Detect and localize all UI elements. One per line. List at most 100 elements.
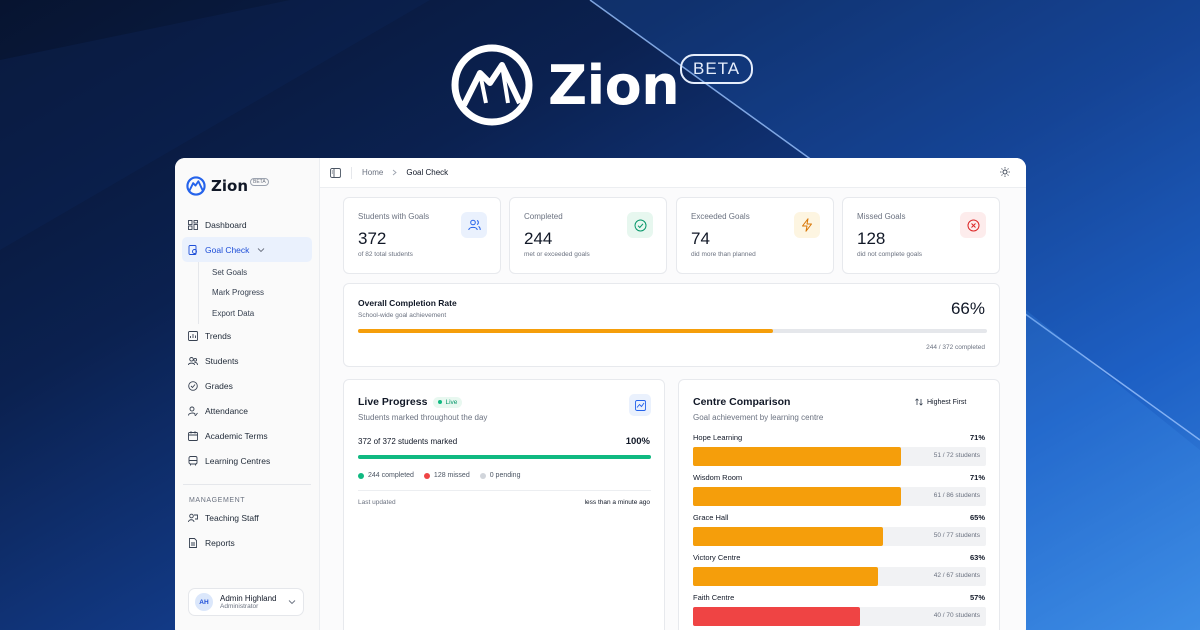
x-circle-icon [960,212,986,238]
sidebar-toggle-icon[interactable] [330,167,341,178]
live-subtitle: Students marked throughout the day [358,413,488,422]
centre-count: 50 / 77 students [933,532,980,539]
sort-icon [915,398,923,406]
live-divider [358,490,651,491]
sidebar-item-label: Dashboard [205,219,247,230]
theme-toggle-icon[interactable] [1000,167,1010,177]
stat-subtext: did not complete goals [857,251,923,258]
stat-value: 128 [857,229,886,248]
live-percent: 100% [625,436,650,447]
centre-progress-track: 42 / 67 students [693,567,986,586]
main-content: Home Goal Check Students with Goals 372 … [320,158,1026,630]
hero-brand: Zion BETA [450,42,754,128]
management-nav: Teaching Staff Reports [175,506,319,556]
sidebar-subitem-export-data[interactable]: Export Data [212,303,312,324]
hero-beta-badge: BETA [680,54,754,84]
live-legend: 244 completed 128 missed 0 pending [358,472,530,479]
sidebar-item-reports[interactable]: Reports [182,531,312,556]
sidebar-item-label: Academic Terms [205,431,268,441]
live-header: Live Progress Live [358,396,463,408]
sidebar-item-label: Attendance [205,406,249,416]
sidebar-section-label: MANAGEMENT [189,496,246,504]
sidebar-item-learning-centres[interactable]: Learning Centres [182,449,312,474]
sidebar-item-teaching-staff[interactable]: Teaching Staff [182,506,312,531]
stat-value: 372 [358,229,387,248]
sidebar-item-label: Students [205,356,239,366]
sidebar-item-grades[interactable]: Grades [182,374,312,399]
user-role: Administrator [220,603,259,610]
sidebar-item-trends[interactable]: Trends [182,324,312,349]
hero-title: Zion [548,53,680,117]
lightning-icon [794,212,820,238]
stat-value: 74 [691,229,710,248]
legend-dot-icon [423,472,430,479]
centre-name: Victory Centre [693,553,741,562]
overall-subtitle: School-wide goal achievement [358,312,447,319]
centre-count: 61 / 86 students [933,492,980,499]
stat-label: Missed Goals [857,212,906,221]
sidebar-item-label: Set Goals [212,267,248,277]
live-badge: Live [433,396,463,408]
overall-completion-card: Overall Completion Rate School-wide goal… [343,283,1000,367]
stat-card-missed-goals: Missed Goals 128 did not complete goals [842,197,1000,274]
check-circle-icon [627,212,653,238]
legend-missed: 128 missed [423,472,470,479]
sidebar-item-students[interactable]: Students [182,349,312,374]
legend-label: 0 pending [489,472,521,479]
topbar-divider [351,166,352,179]
sidebar-item-label: Grades [205,381,233,391]
sidebar-item-label: Goal Check [205,244,250,255]
activity-chart-icon[interactable] [629,394,651,416]
stat-label: Students with Goals [358,212,430,221]
dashboard-icon [188,219,198,230]
centre-name: Hope Learning [693,433,743,442]
legend-pending: 0 pending [479,472,521,479]
avatar: AH [195,593,213,611]
stat-card-exceeded-goals: Exceeded Goals 74 did more than planned [676,197,834,274]
sidebar-nav: Dashboard Goal Check Set Goals Mark Prog… [175,202,319,474]
sidebar-item-label: Teaching Staff [205,513,259,523]
centre-count: 51 / 72 students [933,452,980,459]
live-marked-label: 372 of 372 students marked [358,437,458,446]
stat-card-students-with-goals: Students with Goals 372 of 82 total stud… [343,197,501,274]
centre-name: Grace Hall [693,513,729,522]
chevron-right-icon [392,169,398,176]
teaching-staff-icon [188,513,198,523]
sidebar-subitem-set-goals[interactable]: Set Goals [212,262,312,283]
goal-check-icon [188,244,198,255]
centre-name: Faith Centre [693,593,735,602]
sidebar-brand: Zion [211,177,249,195]
sidebar-item-goal-check[interactable]: Goal Check [182,237,312,262]
sidebar-beta-badge: BETA [250,178,269,186]
sidebar-item-dashboard[interactable]: Dashboard [182,212,312,237]
sort-button[interactable]: Highest First [915,398,966,406]
calendar-icon [188,431,198,441]
sidebar-subitem-mark-progress[interactable]: Mark Progress [212,283,312,304]
chevron-down-icon [257,247,265,253]
stat-label: Exceeded Goals [691,212,750,221]
stat-subtext: did more than planned [691,251,756,258]
sidebar-item-academic-terms[interactable]: Academic Terms [182,424,312,449]
sidebar-item-attendance[interactable]: Attendance [182,399,312,424]
legend-dot-icon [479,472,486,479]
sort-label: Highest First [927,398,967,406]
centre-progress-fill [693,487,902,506]
user-menu[interactable]: AH Admin Highland Administrator [188,588,304,616]
centre-name: Wisdom Room [693,473,743,482]
centre-progress-track: 61 / 86 students [693,487,986,506]
goal-check-submenu: Set Goals Mark Progress Export Data [198,262,312,324]
centre-percent: 63% [969,553,985,562]
reports-icon [188,538,198,548]
grades-icon [188,381,198,391]
topbar: Home Goal Check [320,158,1026,188]
updated-value: less than a minute ago [584,499,650,506]
legend-label: 244 completed [368,472,414,479]
sidebar-logo[interactable]: Zion BETA [175,158,319,202]
overall-progress-fill [358,329,774,333]
stat-subtext: of 82 total students [358,251,413,258]
breadcrumb-home[interactable]: Home [362,168,384,177]
stat-card-completed: Completed 244 met or exceeded goals [509,197,667,274]
centre-percent: 71% [969,473,985,482]
stat-subtext: met or exceeded goals [524,251,590,258]
centre-title: Centre Comparison [693,396,791,408]
